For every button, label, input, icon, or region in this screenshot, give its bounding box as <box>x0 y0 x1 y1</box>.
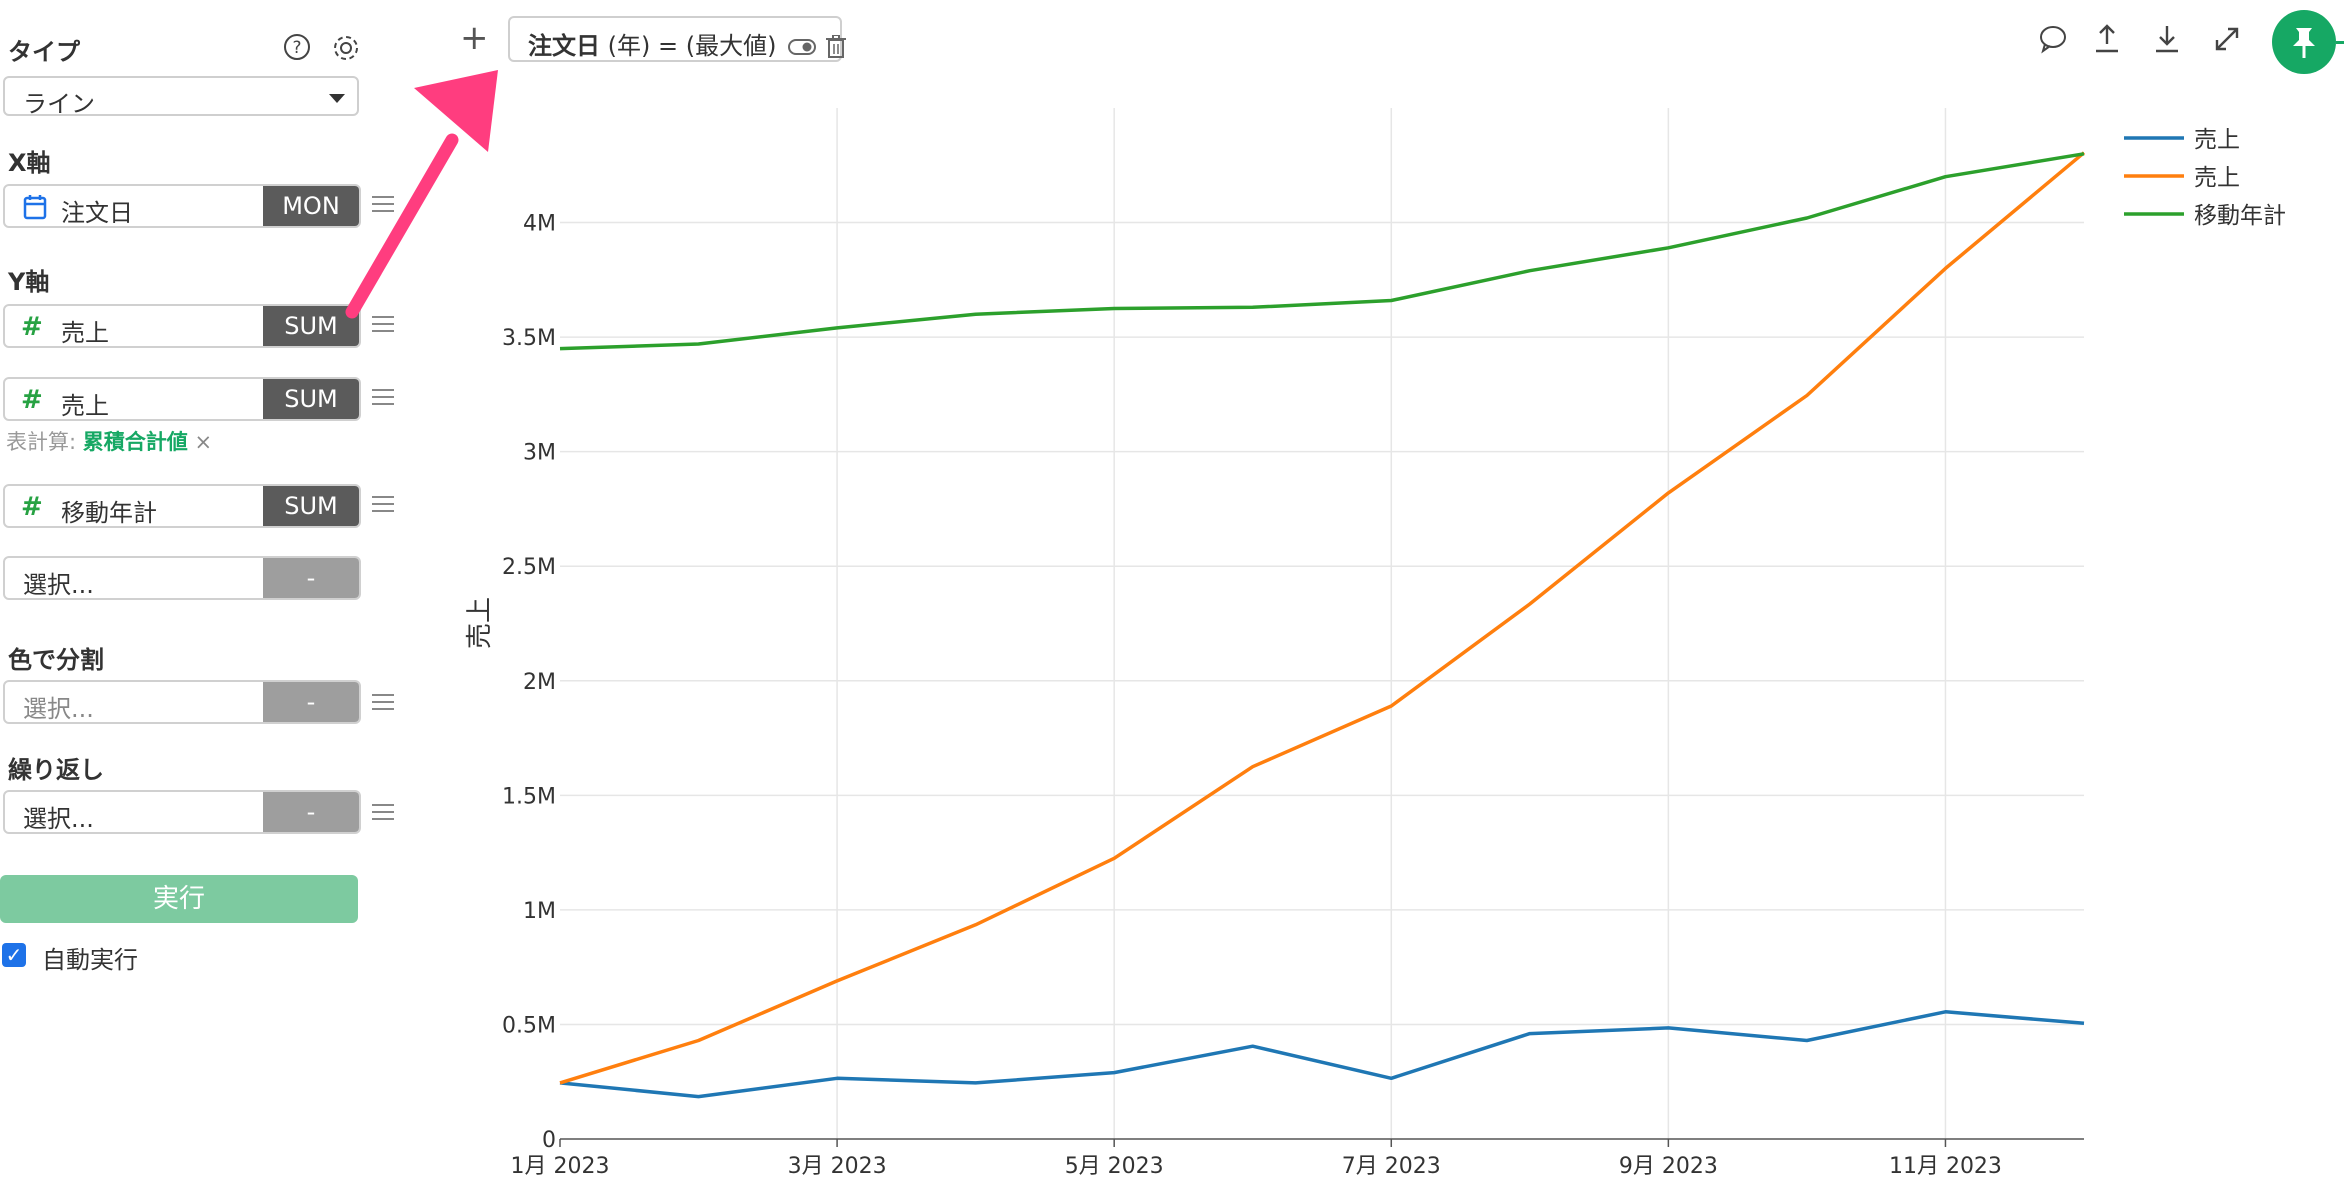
x-tick-label: 7月 2023 <box>1342 1154 1441 1179</box>
filter-chip[interactable]: 注文日 (年) = (最大値) <box>508 16 846 62</box>
series-line-2[interactable] <box>559 151 2086 1085</box>
y-tick-label: 0.5M <box>502 1013 556 1038</box>
download-icon[interactable] <box>2150 22 2184 56</box>
repeat-agg-disabled: - <box>263 792 359 832</box>
color-split-placeholder: 選択... <box>23 695 94 723</box>
drag-handle-icon[interactable] <box>372 804 394 820</box>
y-axis-agg-button[interactable]: SUM <box>263 379 359 419</box>
y-axis-field[interactable]: # 売上 SUM <box>3 304 361 348</box>
calendar-icon <box>23 195 47 220</box>
y-tick-label: 2M <box>523 670 556 695</box>
drag-handle-icon[interactable] <box>372 316 394 332</box>
y-axis-agg-button[interactable]: SUM <box>263 306 359 346</box>
x-tick-label: 9月 2023 <box>1619 1154 1718 1179</box>
y-axis-field-name: 売上 <box>61 392 109 420</box>
add-filter-button[interactable]: + <box>460 18 489 58</box>
legend-label[interactable]: 移動年計 <box>2194 203 2286 229</box>
auto-run-checkbox[interactable]: ✓ <box>2 943 26 967</box>
expand-icon[interactable] <box>2210 22 2244 56</box>
drag-handle-icon[interactable] <box>372 196 394 212</box>
series-line-1[interactable] <box>559 1010 2085 1099</box>
color-split-field[interactable]: 選択... - <box>3 680 361 724</box>
table-calc-row: 表計算: 累積合計値 × <box>6 426 212 456</box>
comment-icon[interactable] <box>2036 22 2070 56</box>
repeat-placeholder: 選択... <box>23 805 94 833</box>
y-axis-add-field[interactable]: 選択... - <box>3 556 361 600</box>
gear-icon[interactable] <box>330 32 362 64</box>
color-split-agg-disabled: - <box>263 682 359 722</box>
pin-icon <box>2293 28 2315 58</box>
x-axis-field[interactable]: 注文日 MON <box>3 184 361 228</box>
y-tick-label: 1M <box>523 899 556 924</box>
help-icon[interactable]: ? <box>282 32 312 62</box>
filter-condition: (年) = (最大値) <box>607 32 777 60</box>
y-axis-title: 売上 <box>465 597 495 649</box>
y-tick-label: 3.5M <box>502 326 556 351</box>
close-icon[interactable]: × <box>194 430 213 454</box>
y-axis-field[interactable]: # 移動年計 SUM <box>3 484 361 528</box>
chart-type-value: ライン <box>23 90 95 118</box>
hash-icon: # <box>21 492 43 522</box>
y-axis-field-name: 売上 <box>61 319 109 347</box>
y-axis-agg-button[interactable]: SUM <box>263 486 359 526</box>
svg-text:?: ? <box>292 38 301 58</box>
drag-handle-icon[interactable] <box>372 496 394 512</box>
chart-type-select[interactable]: ライン <box>3 76 359 118</box>
x-axis-label: X軸 <box>8 149 51 177</box>
type-label: タイプ <box>8 38 80 66</box>
run-button[interactable]: 実行 <box>0 875 358 923</box>
hash-icon: # <box>21 385 43 415</box>
y-axis-field[interactable]: # 売上 SUM <box>3 377 361 421</box>
chevron-down-icon <box>329 94 345 103</box>
table-calc-value[interactable]: 累積合計値 <box>82 430 188 454</box>
x-tick-label: 11月 2023 <box>1889 1154 2002 1179</box>
upload-icon[interactable] <box>2090 22 2124 56</box>
drag-handle-icon[interactable] <box>372 694 394 710</box>
filter-field: 注文日 <box>528 32 600 60</box>
annotation-arrow <box>345 70 498 319</box>
toggle-visibility-icon[interactable] <box>788 38 818 56</box>
x-tick-label: 3月 2023 <box>788 1154 887 1179</box>
y-tick-label: 1.5M <box>502 784 556 809</box>
y-tick-label: 4M <box>523 212 556 237</box>
y-tick-label: 3M <box>523 441 556 466</box>
table-calc-label: 表計算: <box>6 430 77 454</box>
repeat-field[interactable]: 選択... - <box>3 790 361 834</box>
repeat-label: 繰り返し <box>8 756 104 784</box>
pin-connector <box>2336 41 2344 44</box>
series-line-3[interactable] <box>559 152 2085 351</box>
x-axis-agg-button[interactable]: MON <box>263 186 359 226</box>
drag-handle-icon[interactable] <box>372 389 394 405</box>
y-axis-field-name: 移動年計 <box>61 499 157 527</box>
y-axis-agg-disabled: - <box>263 558 359 598</box>
auto-run-label: 自動実行 <box>42 946 138 974</box>
y-tick-label: 2.5M <box>502 555 556 580</box>
trash-icon[interactable] <box>825 34 846 59</box>
y-axis-select-placeholder: 選択... <box>23 571 94 599</box>
legend-label[interactable]: 売上 <box>2194 127 2240 153</box>
x-tick-label: 1月 2023 <box>511 1154 610 1179</box>
legend-label[interactable]: 売上 <box>2194 165 2240 191</box>
color-split-label: 色で分割 <box>8 646 104 674</box>
y-axis-label: Y軸 <box>8 268 50 296</box>
y-tick-label: 0 <box>542 1128 556 1153</box>
hash-icon: # <box>21 312 43 342</box>
x-axis-field-name: 注文日 <box>61 199 133 227</box>
x-tick-label: 5月 2023 <box>1065 1154 1164 1179</box>
pin-button[interactable] <box>2272 10 2336 74</box>
